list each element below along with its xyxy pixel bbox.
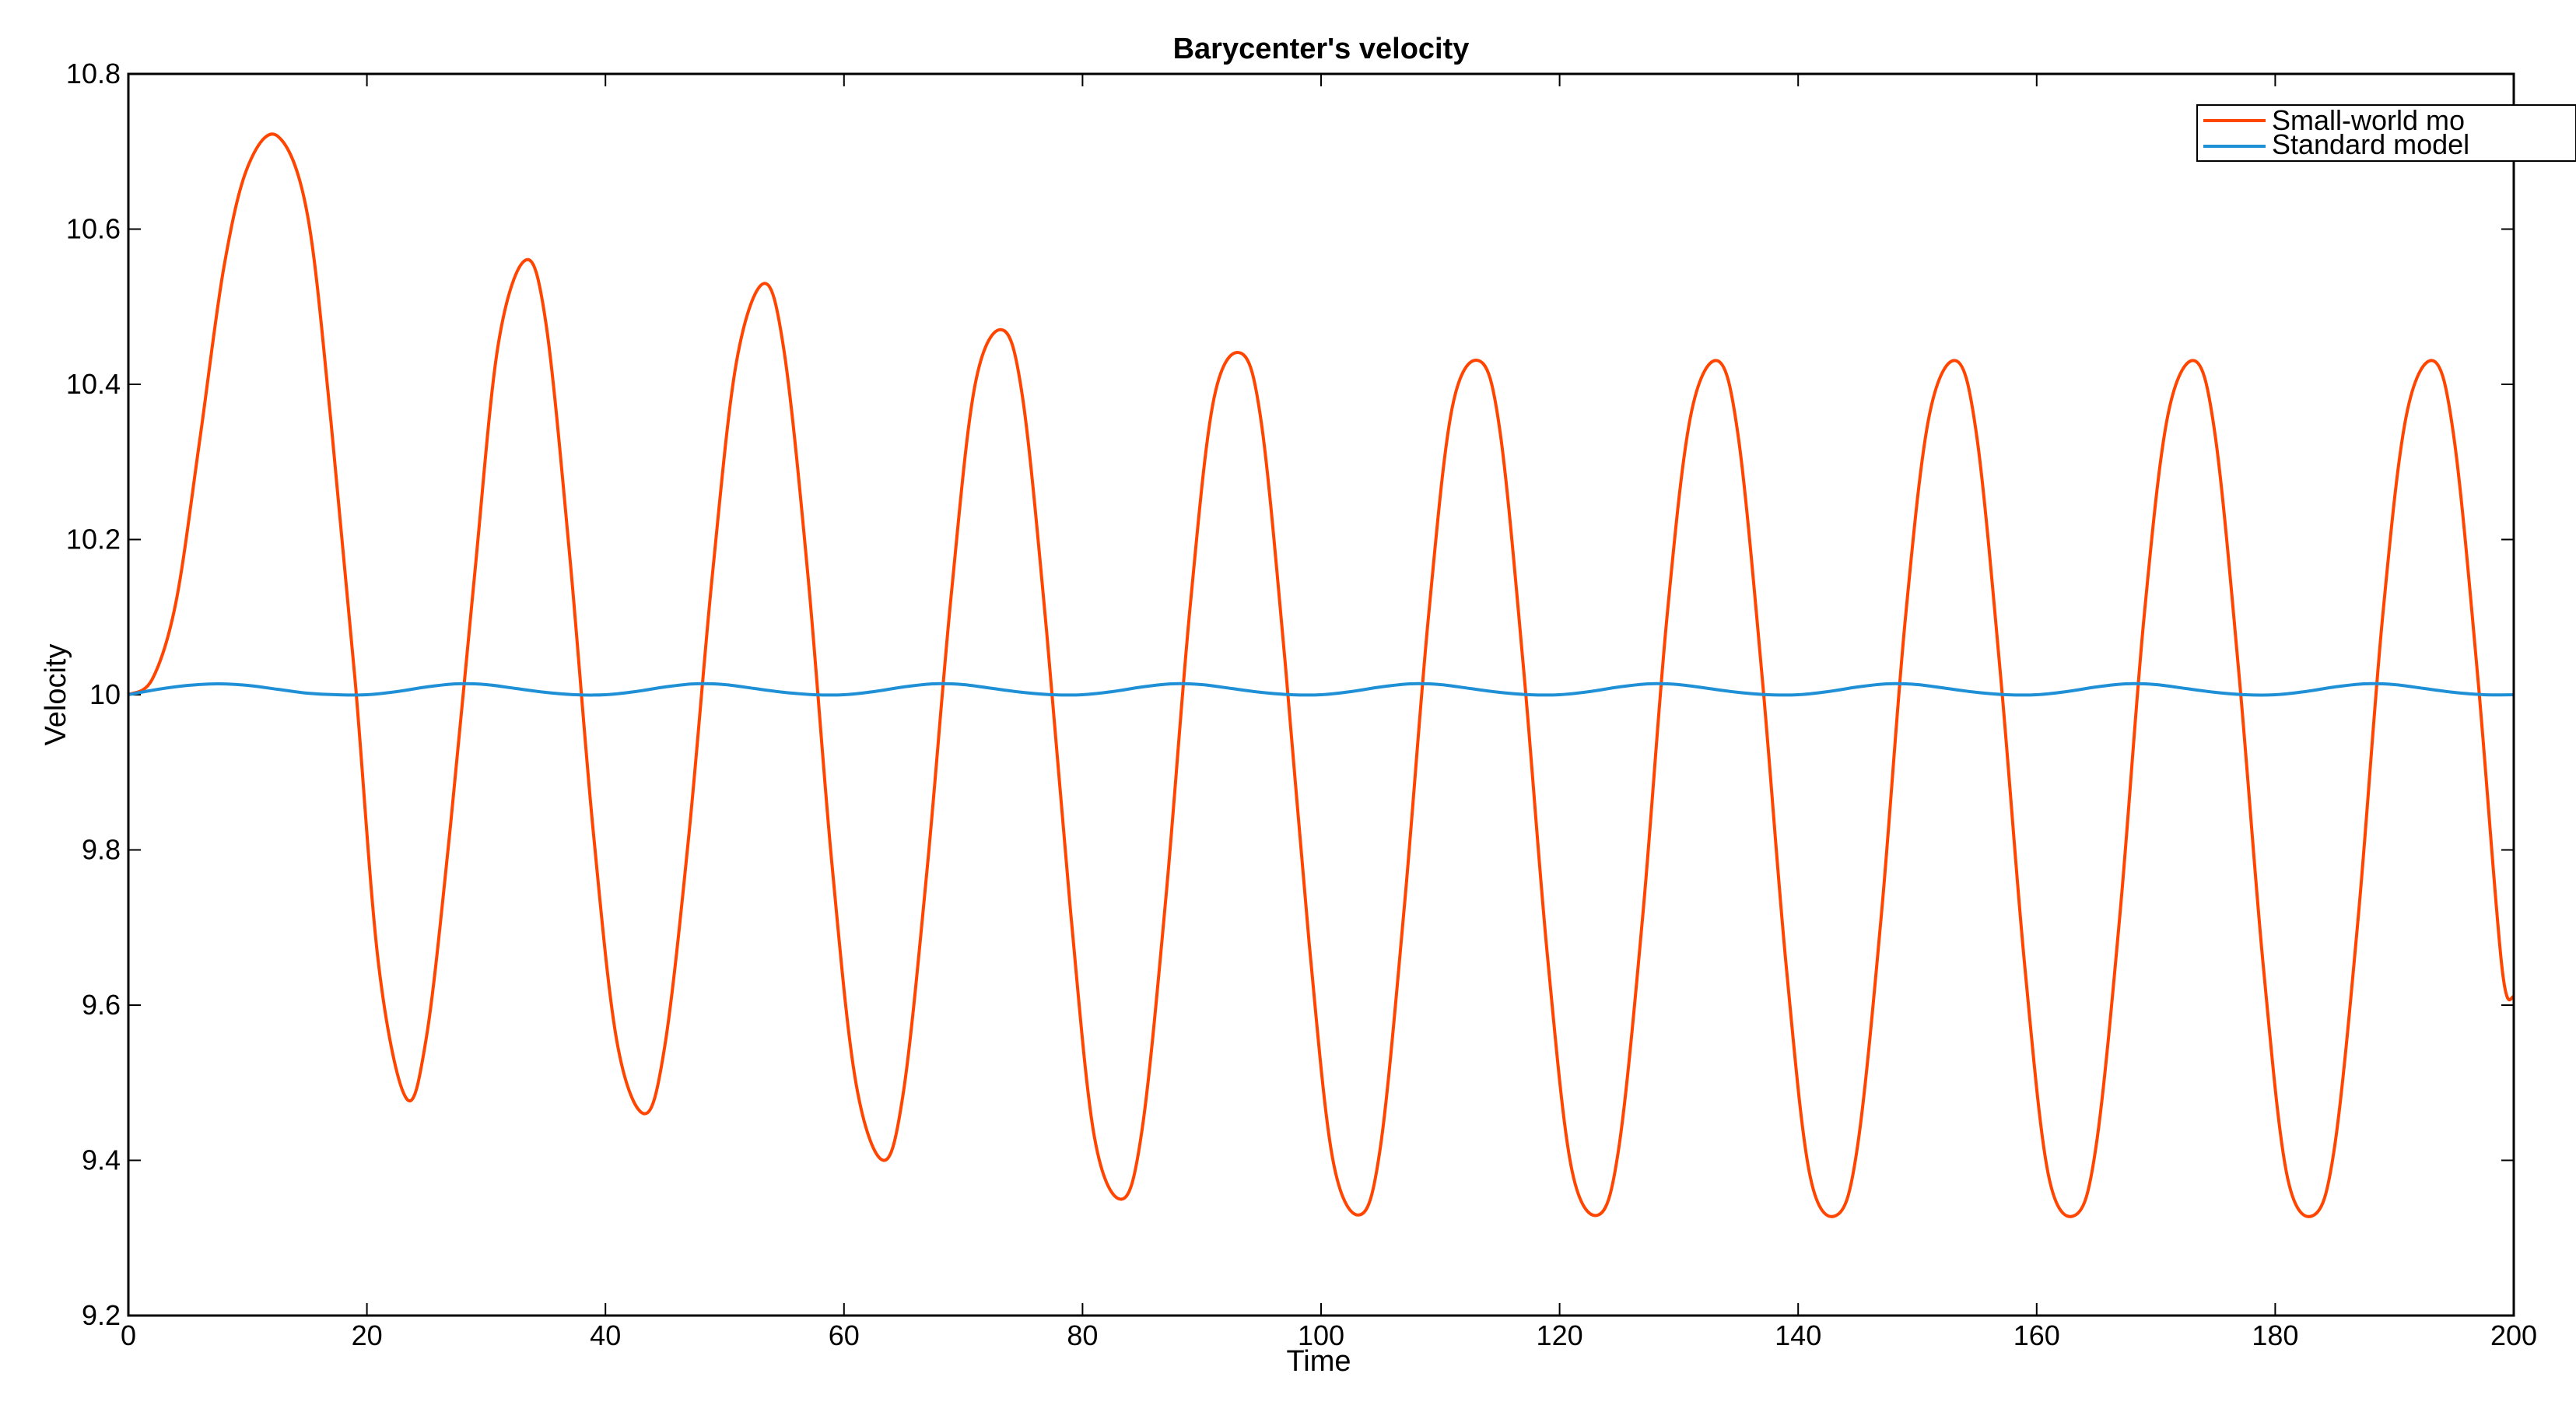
y-tick-label: 10.2 <box>66 524 121 555</box>
y-tick-label: 10.6 <box>66 213 121 245</box>
x-tick-label: 180 <box>2252 1319 2298 1351</box>
legend: Small-world mo Standard model <box>2196 104 2576 162</box>
y-axis-title: Velocity <box>40 644 72 746</box>
x-tick-label: 60 <box>829 1319 860 1351</box>
x-tick-label: 20 <box>352 1319 383 1351</box>
x-tick-label: 120 <box>1537 1319 1583 1351</box>
x-tick-label: 140 <box>1775 1319 1821 1351</box>
y-tick-label: 10.4 <box>66 368 121 400</box>
y-tick-label: 10.8 <box>66 58 121 89</box>
x-tick-label: 200 <box>2490 1319 2537 1351</box>
x-tick-label: 100 <box>1298 1319 1344 1351</box>
x-tick-label: 40 <box>590 1319 621 1351</box>
series-layer <box>128 132 2514 1218</box>
x-tick-label: 160 <box>2013 1319 2060 1351</box>
chart-title: Barycenter's velocity <box>1173 33 1470 65</box>
x-tick-label: 80 <box>1067 1319 1098 1351</box>
series-line-standard <box>128 681 2514 697</box>
y-tick-label: 9.4 <box>82 1144 121 1176</box>
series-line-small-world <box>128 132 2514 1218</box>
legend-label-small-world: Small-world mo <box>2272 104 2465 136</box>
tick-labels: 0 20 40 60 80 100 120 140 160 180 200 9.2 9.4 9.6 9.8 1… <box>66 58 2537 1351</box>
y-tick-label: 10 <box>89 678 121 710</box>
x-tick-label: 0 <box>121 1319 136 1351</box>
legend-box <box>2196 104 2576 162</box>
plot-area-frame <box>127 72 2515 1317</box>
y-tick-label: 9.6 <box>82 989 121 1021</box>
legend-label-standard: Standard model <box>2272 128 2469 160</box>
y-tick-label: 9.2 <box>82 1299 121 1331</box>
y-tick-label: 9.8 <box>82 834 121 866</box>
x-axis-title: Time <box>1286 1345 1351 1378</box>
